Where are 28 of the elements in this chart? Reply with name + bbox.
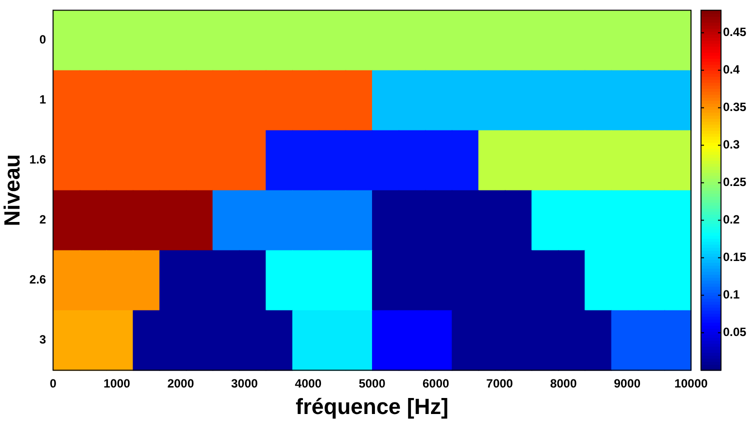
y-tick-label: 1.6 (29, 152, 46, 167)
color-bar-label: 0.35 (723, 100, 747, 114)
y-tick-label: 0 (39, 32, 46, 47)
y-tick-label: 1 (39, 92, 46, 107)
color-bar-label: 0.1 (723, 288, 740, 302)
y-tick-label: 2.6 (29, 272, 46, 287)
color-bar-label: 0.45 (723, 25, 747, 40)
x-axis-title: fréquence [Hz] (296, 394, 448, 419)
y-tick-label: 2 (39, 212, 46, 227)
color-bar-label: 0.15 (723, 250, 747, 264)
x-tick-label: 4000 (294, 376, 322, 391)
color-bar-label: 0.05 (723, 325, 747, 340)
x-tick-label: 9000 (614, 376, 641, 391)
x-tick-label: 6000 (422, 376, 450, 391)
x-tick-label: 2000 (167, 376, 194, 391)
color-bar-label: 0.25 (723, 175, 747, 190)
x-tick-label: 1000 (104, 376, 131, 391)
y-tick-label: 3 (39, 332, 46, 347)
x-tick-label: 3000 (231, 376, 258, 391)
x-tick-label: 10000 (674, 376, 708, 391)
y-axis-title: Niveau (0, 154, 24, 226)
color-bar-label: 0.3 (723, 138, 740, 152)
x-tick-label: 5000 (358, 376, 386, 391)
x-tick-label: 0 (50, 376, 57, 391)
x-tick-label: 8000 (550, 376, 578, 391)
color-bar-label: 0.4 (723, 62, 740, 77)
color-bar-label: 0.2 (723, 212, 740, 227)
x-tick-label: 7000 (486, 376, 514, 391)
